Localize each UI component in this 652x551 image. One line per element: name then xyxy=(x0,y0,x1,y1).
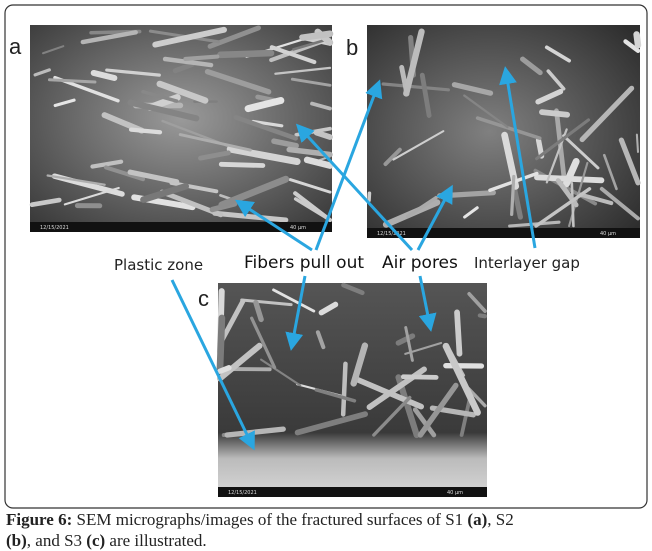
figure: 12/15/2021 40 µm 12/15/2021 40 µm 12/15/… xyxy=(0,0,652,551)
annotation: Plastic zone xyxy=(114,256,203,274)
texture xyxy=(637,34,638,45)
image-date: 12/15/2021 xyxy=(40,225,69,231)
caption: Figure 6: SEM micrographs/images of the … xyxy=(6,510,514,529)
annotation: Interlayer gap xyxy=(474,254,580,272)
texture xyxy=(457,312,459,353)
texture xyxy=(303,34,330,38)
sem-image: 12/15/2021 40 µm xyxy=(218,283,487,497)
panel-label: a xyxy=(9,34,22,59)
texture xyxy=(220,53,271,55)
panel-label: b xyxy=(346,35,358,60)
texture xyxy=(403,377,436,378)
annotation: Air pores xyxy=(382,253,458,273)
texture xyxy=(637,135,638,152)
annotation: Fibers pull out xyxy=(244,253,364,273)
sem-image: 12/15/2021 40 µm xyxy=(367,25,640,238)
texture xyxy=(221,164,263,165)
scale-bar: 40 µm xyxy=(600,231,616,237)
texture xyxy=(220,318,222,368)
sem-image: 12/15/2021 40 µm xyxy=(30,25,332,232)
texture xyxy=(542,112,567,115)
texture xyxy=(512,176,514,214)
caption: (b), and S3 (c) are illustrated. xyxy=(6,531,207,550)
image-date: 12/15/2021 xyxy=(228,490,257,496)
texture xyxy=(220,368,229,372)
scale-bar: 40 µm xyxy=(290,225,306,231)
texture xyxy=(480,315,485,316)
panel-label: c xyxy=(198,286,209,311)
texture xyxy=(131,130,160,133)
scale-bar: 40 µm xyxy=(447,490,463,496)
image-date: 12/15/2021 xyxy=(377,231,406,237)
texture xyxy=(185,57,217,59)
texture xyxy=(343,364,345,415)
